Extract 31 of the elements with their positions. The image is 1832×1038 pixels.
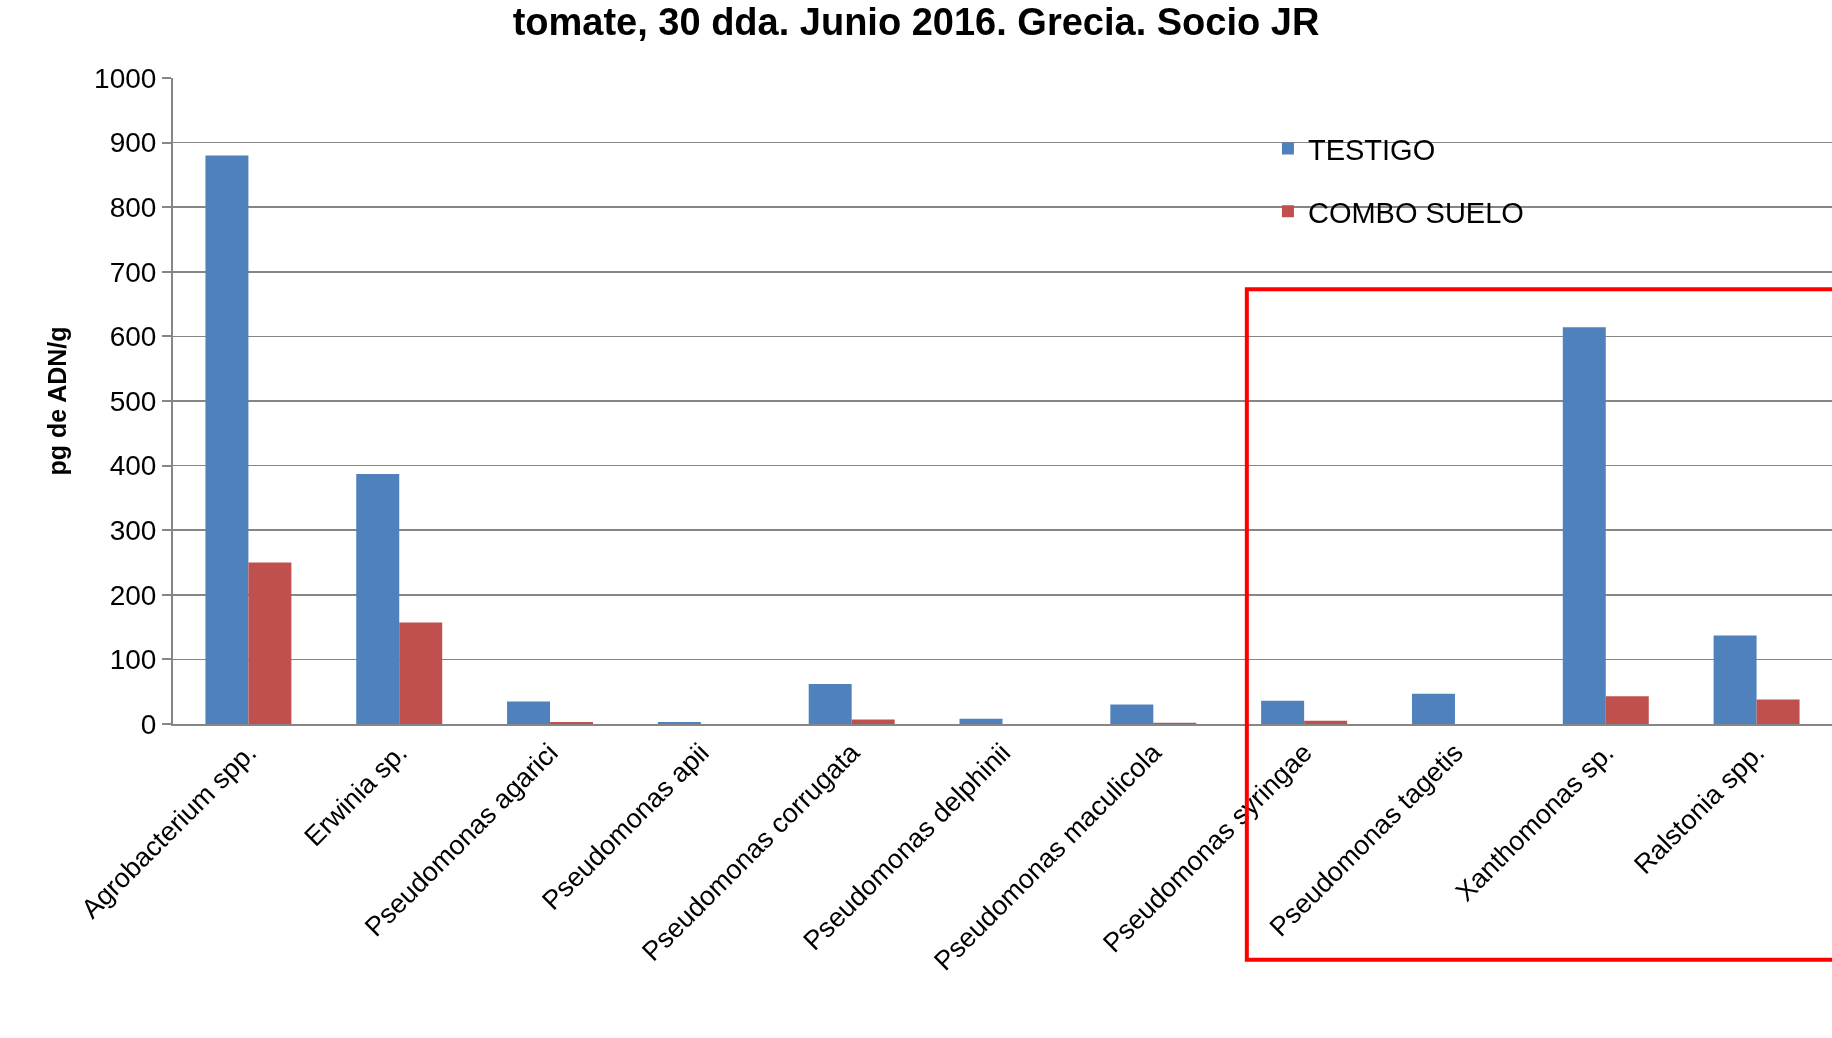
y-tick-label: 200: [109, 579, 157, 611]
bar: [205, 155, 249, 724]
y-tick-label: 300: [109, 515, 157, 546]
bar: [1713, 635, 1757, 724]
legend-label: COMBO SUELO: [1307, 196, 1524, 229]
bar: [851, 719, 895, 724]
y-tick-label: 400: [109, 450, 157, 482]
y-tick-label: 800: [109, 192, 157, 223]
legend-label: TESTIGO: [1307, 133, 1436, 166]
bar: [1562, 327, 1606, 724]
bar: [1756, 699, 1800, 724]
chart-title: tomate, 30 dda. Junio 2016. Grecia. Socio JR: [512, 0, 1320, 43]
bar: [1605, 696, 1649, 724]
y-tick-label: 600: [109, 321, 157, 353]
y-tick-label: 100: [109, 644, 157, 676]
y-tick-label: 700: [109, 256, 157, 288]
bar: [248, 562, 292, 724]
bar: [1304, 720, 1348, 724]
bar: [1411, 693, 1455, 724]
bar: [507, 701, 551, 724]
y-tick-label: 1000: [94, 62, 157, 94]
bar: [1261, 700, 1305, 724]
bar: [808, 683, 852, 724]
y-tick-label: 900: [109, 127, 157, 159]
bar: [959, 718, 1003, 724]
bar: [356, 474, 400, 724]
y-tick-label: 500: [109, 385, 157, 417]
y-axis-title: pg de ADN/g: [43, 326, 72, 476]
bar: [1110, 704, 1154, 724]
y-tick-label: 0: [140, 708, 157, 740]
bar: [399, 622, 443, 724]
